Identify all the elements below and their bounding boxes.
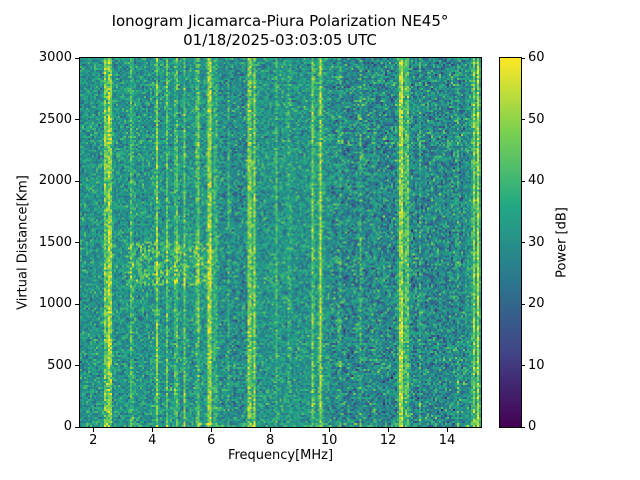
chart-title: Ionogram Jicamarca-Piura Polarization NE… <box>111 12 449 30</box>
y-tick-mark <box>75 242 79 243</box>
x-tick-label: 8 <box>266 433 275 448</box>
colorbar-tick-label: 10 <box>528 357 545 373</box>
y-tick-label: 1500 <box>38 234 72 250</box>
y-tick-mark <box>75 119 79 120</box>
x-tick-label: 12 <box>379 433 397 448</box>
chart-subtitle: 01/18/2025-03:03:05 UTC <box>183 31 377 49</box>
colorbar-tick-label: 50 <box>528 111 545 127</box>
y-axis-label: Virtual Distance[Km] <box>15 175 31 310</box>
x-tick-label: 2 <box>89 433 98 448</box>
x-tick-mark <box>92 428 94 432</box>
colorbar-tick-mark <box>521 365 525 366</box>
x-tick-mark <box>210 428 212 432</box>
colorbar-tick-mark <box>521 303 525 305</box>
colorbar-tick-label: 60 <box>528 50 545 65</box>
colorbar-tick-label: 40 <box>528 173 545 188</box>
colorbar-label: Power [dB] <box>554 207 570 278</box>
colorbar <box>499 57 522 428</box>
y-tick-label: 2000 <box>38 173 72 188</box>
x-tick-mark <box>387 428 389 432</box>
x-tick-label: 14 <box>438 433 456 448</box>
colorbar-tick-mark <box>521 426 525 428</box>
y-tick-mark <box>75 180 79 182</box>
y-tick-mark <box>75 303 79 305</box>
y-tick-mark <box>75 365 79 366</box>
y-tick-label: 500 <box>47 357 72 373</box>
y-tick-label: 0 <box>63 419 72 434</box>
colorbar-tick-mark <box>521 180 525 182</box>
y-tick-label: 3000 <box>38 50 72 65</box>
colorbar-tick-label: 30 <box>528 234 545 250</box>
x-tick-label: 10 <box>320 433 338 448</box>
colorbar-tick-label: 0 <box>528 419 537 434</box>
x-tick-label: 6 <box>207 433 216 448</box>
x-tick-mark <box>151 428 153 432</box>
x-tick-label: 4 <box>148 433 157 448</box>
x-axis-label: Frequency[MHz] <box>227 448 334 463</box>
y-tick-mark <box>75 426 79 428</box>
y-tick-label: 2500 <box>38 111 72 127</box>
heatmap-canvas <box>79 57 482 428</box>
y-tick-label: 1000 <box>38 296 72 311</box>
x-tick-mark <box>446 428 448 432</box>
x-tick-mark <box>269 428 271 432</box>
colorbar-tick-mark <box>521 242 525 243</box>
colorbar-tick-mark <box>521 119 525 120</box>
y-tick-mark <box>75 57 79 59</box>
colorbar-tick-mark <box>521 57 525 59</box>
colorbar-tick-label: 20 <box>528 296 545 311</box>
x-tick-mark <box>328 428 330 432</box>
